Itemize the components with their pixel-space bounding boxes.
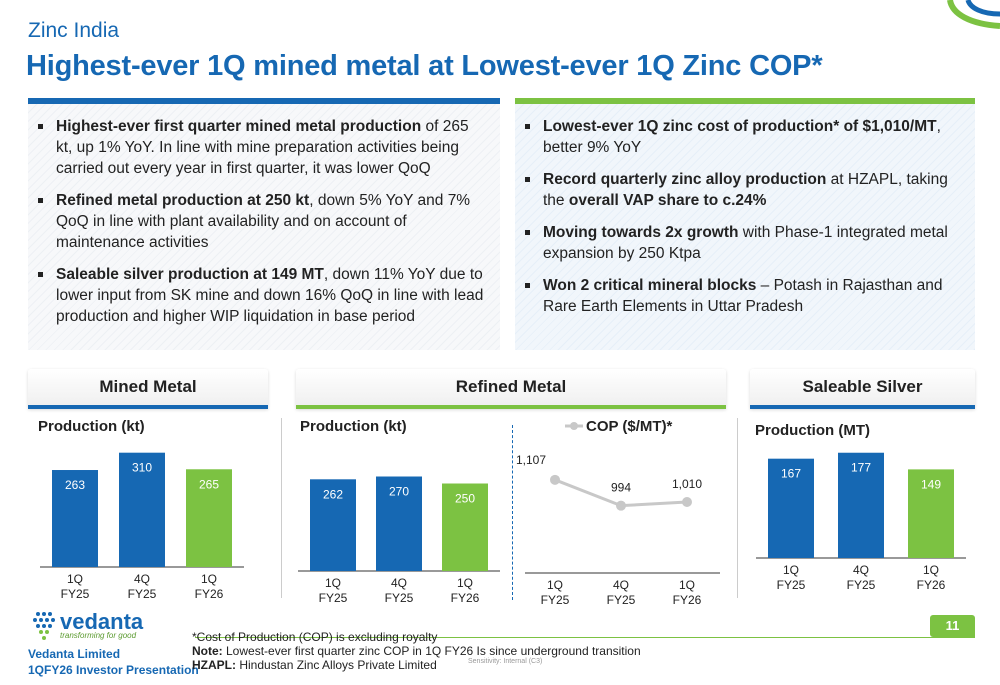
section-header-mined-metal: Mined Metal [28, 369, 268, 409]
company-name: Vedanta Limited [28, 647, 121, 661]
tick-label: FY26 [673, 593, 702, 607]
footer-rule [195, 637, 975, 638]
data-label: 1,010 [672, 477, 702, 491]
data-label: 263 [65, 478, 85, 492]
chart-cop: COP ($/MT)*1,1071QFY259944QFY251,0101QFY… [516, 418, 720, 607]
section-header-refined-metal: Refined Metal [296, 369, 726, 409]
data-label: 149 [921, 477, 941, 491]
data-label: 270 [389, 485, 409, 499]
divider [281, 418, 282, 598]
bar [376, 476, 422, 571]
bar [310, 479, 356, 571]
chart-subtitle-mined: Production (kt) [38, 418, 145, 435]
corner-swoosh-icon [947, 0, 1000, 29]
tick-label: FY25 [385, 591, 414, 605]
tick-label: FY25 [847, 578, 876, 592]
tick-label: 4Q [853, 563, 869, 577]
bullet-item: Won 2 critical mineral blocks – Potash i… [525, 275, 961, 317]
highlights-panel-right: Lowest-ever 1Q zinc cost of production* … [515, 98, 975, 350]
bar [908, 469, 954, 558]
legend-marker [570, 422, 578, 430]
bar [768, 458, 814, 558]
data-label: 265 [199, 477, 219, 491]
tick-label: 1Q [679, 578, 695, 592]
data-label: 250 [455, 492, 475, 506]
tick-label: 1Q [67, 572, 83, 586]
section-header-saleable-silver: Saleable Silver [750, 369, 975, 409]
tick-label: 1Q [457, 576, 473, 590]
bullet-list-right: Lowest-ever 1Q zinc cost of production* … [515, 104, 975, 317]
logo-wordmark: vedanta [60, 609, 144, 634]
divider [737, 418, 738, 598]
tick-label: 4Q [391, 576, 407, 590]
footnote-cop: *Cost of Production (COP) is excluding r… [192, 630, 438, 644]
tick-label: FY26 [451, 591, 480, 605]
tick-label: 1Q [923, 563, 939, 577]
data-point [616, 500, 626, 511]
bar [442, 483, 488, 571]
tick-label: 1Q [547, 578, 563, 592]
section-kicker: Zinc India [28, 19, 120, 42]
divider-dashed [512, 425, 513, 600]
data-label: 167 [781, 467, 801, 481]
tick-label: 4Q [613, 578, 629, 592]
page-number: 11 [930, 615, 975, 637]
footnote-note: Note: Lowest-ever first quarter zinc COP… [192, 644, 641, 658]
tick-label: FY25 [128, 587, 157, 601]
tick-label: FY25 [319, 591, 348, 605]
bar [838, 452, 884, 558]
bullet-item: Highest-ever first quarter mined metal p… [38, 116, 486, 179]
data-label: 994 [611, 481, 631, 495]
data-point [682, 497, 692, 507]
logo-tagline: transforming for good [60, 631, 137, 640]
tick-label: FY25 [541, 593, 570, 607]
presentation-name: 1QFY26 Investor Presentation [28, 663, 199, 677]
tick-label: FY25 [777, 578, 806, 592]
bar [119, 452, 165, 567]
data-label: 262 [323, 487, 343, 501]
data-label: 177 [851, 461, 871, 475]
vedanta-logo-icon: vedanta [33, 609, 144, 640]
data-point [550, 474, 560, 485]
tick-label: 4Q [134, 572, 150, 586]
bullet-item: Lowest-ever 1Q zinc cost of production* … [525, 116, 961, 158]
bullet-item: Moving towards 2x growth with Phase-1 in… [525, 222, 961, 264]
highlights-panel-left: Highest-ever first quarter mined metal p… [28, 98, 500, 350]
tick-label: 1Q [325, 576, 341, 590]
tick-label: FY26 [195, 587, 224, 601]
tick-label: FY25 [61, 587, 90, 601]
data-label: 310 [132, 461, 152, 475]
footnote-hzapl: HZAPL: Hindustan Zinc Alloys Private Lim… [192, 658, 437, 672]
page-title: Highest-ever 1Q mined metal at Lowest-ev… [26, 50, 823, 82]
legend-label: COP ($/MT)* [586, 418, 673, 435]
sensitivity-label: Sensitivity: Internal (C3) [468, 658, 543, 665]
bullet-item: Saleable silver production at 149 MT, do… [38, 264, 486, 327]
chart-subtitle-refined: Production (kt) [300, 418, 407, 435]
tick-label: FY25 [607, 593, 636, 607]
bullet-item: Refined metal production at 250 kt, down… [38, 190, 486, 253]
company-info: Vedanta Limited 1QFY26 Investor Presenta… [28, 646, 199, 678]
bullet-item: Record quarterly zinc alloy production a… [525, 169, 961, 211]
tick-label: FY26 [917, 578, 946, 592]
bullet-list-left: Highest-ever first quarter mined metal p… [28, 104, 500, 327]
bar [186, 469, 232, 567]
chart-subtitle-silver: Production (MT) [755, 422, 870, 439]
bar [52, 470, 98, 567]
footnotes: *Cost of Production (COP) is excluding r… [192, 630, 641, 672]
tick-label: 1Q [783, 563, 799, 577]
data-label: 1,107 [516, 453, 546, 467]
tick-label: 1Q [201, 572, 217, 586]
